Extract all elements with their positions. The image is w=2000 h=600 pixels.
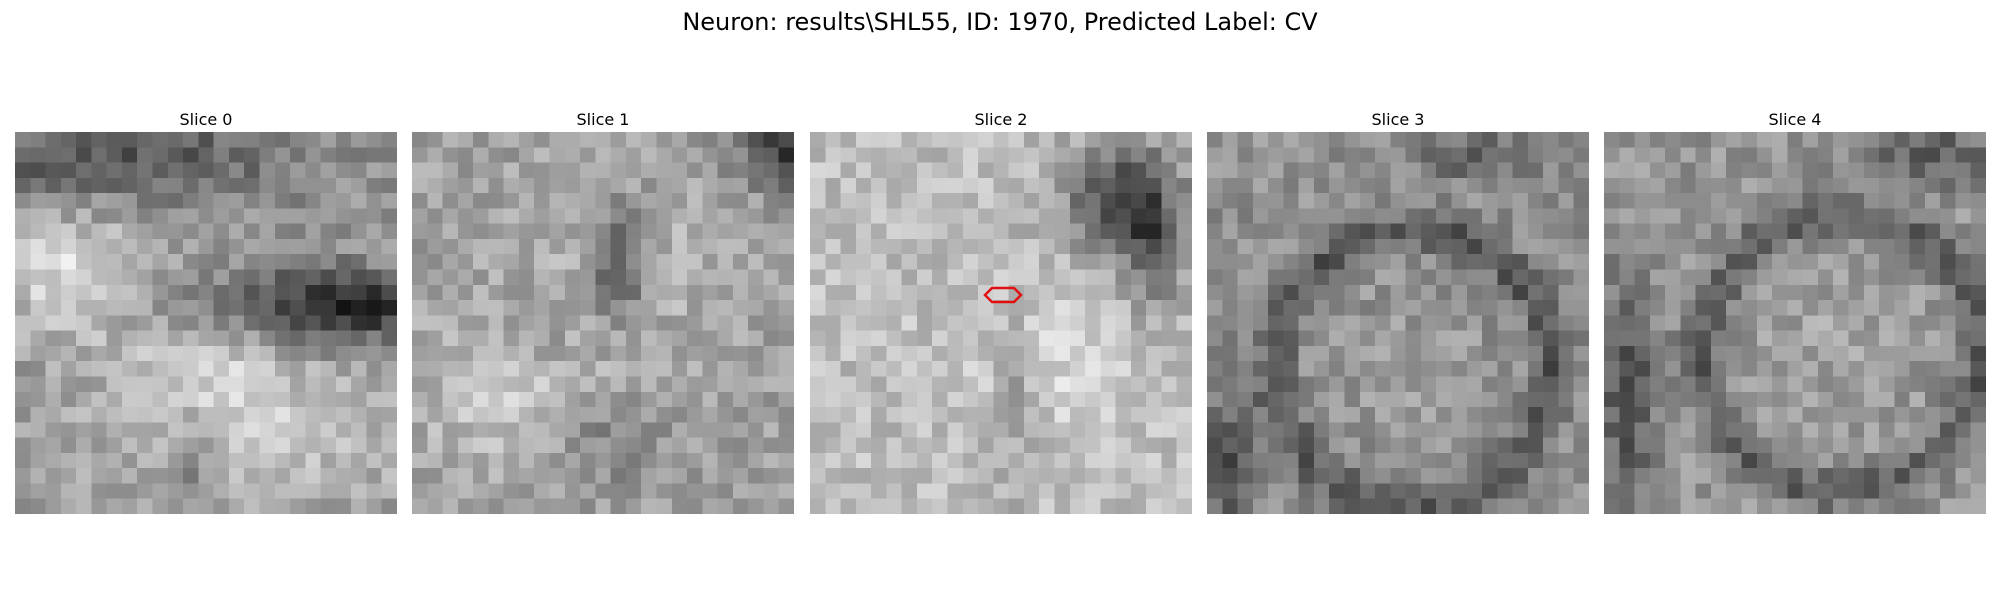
slice-title-0: Slice 0 <box>179 110 233 129</box>
slice-image-3 <box>1207 132 1589 514</box>
figure-title: Neuron: results\SHL55, ID: 1970, Predict… <box>682 8 1318 36</box>
slice-title-4: Slice 4 <box>1768 110 1822 129</box>
slice-panel-1: Slice 1 <box>412 108 794 514</box>
slice-image-2 <box>810 132 1192 514</box>
slice-panel-0: Slice 0 <box>15 108 397 514</box>
slice-image-4 <box>1604 132 1986 514</box>
slice-panel-3: Slice 3 <box>1207 108 1589 514</box>
slice-title-2: Slice 2 <box>974 110 1028 129</box>
slice-title-3: Slice 3 <box>1371 110 1425 129</box>
slice-title-1: Slice 1 <box>576 110 630 129</box>
slice-image-1 <box>412 132 794 514</box>
slice-panel-4: Slice 4 <box>1604 108 1986 514</box>
slice-panel-2: Slice 2 <box>810 108 1192 514</box>
slice-image-0 <box>15 132 397 514</box>
